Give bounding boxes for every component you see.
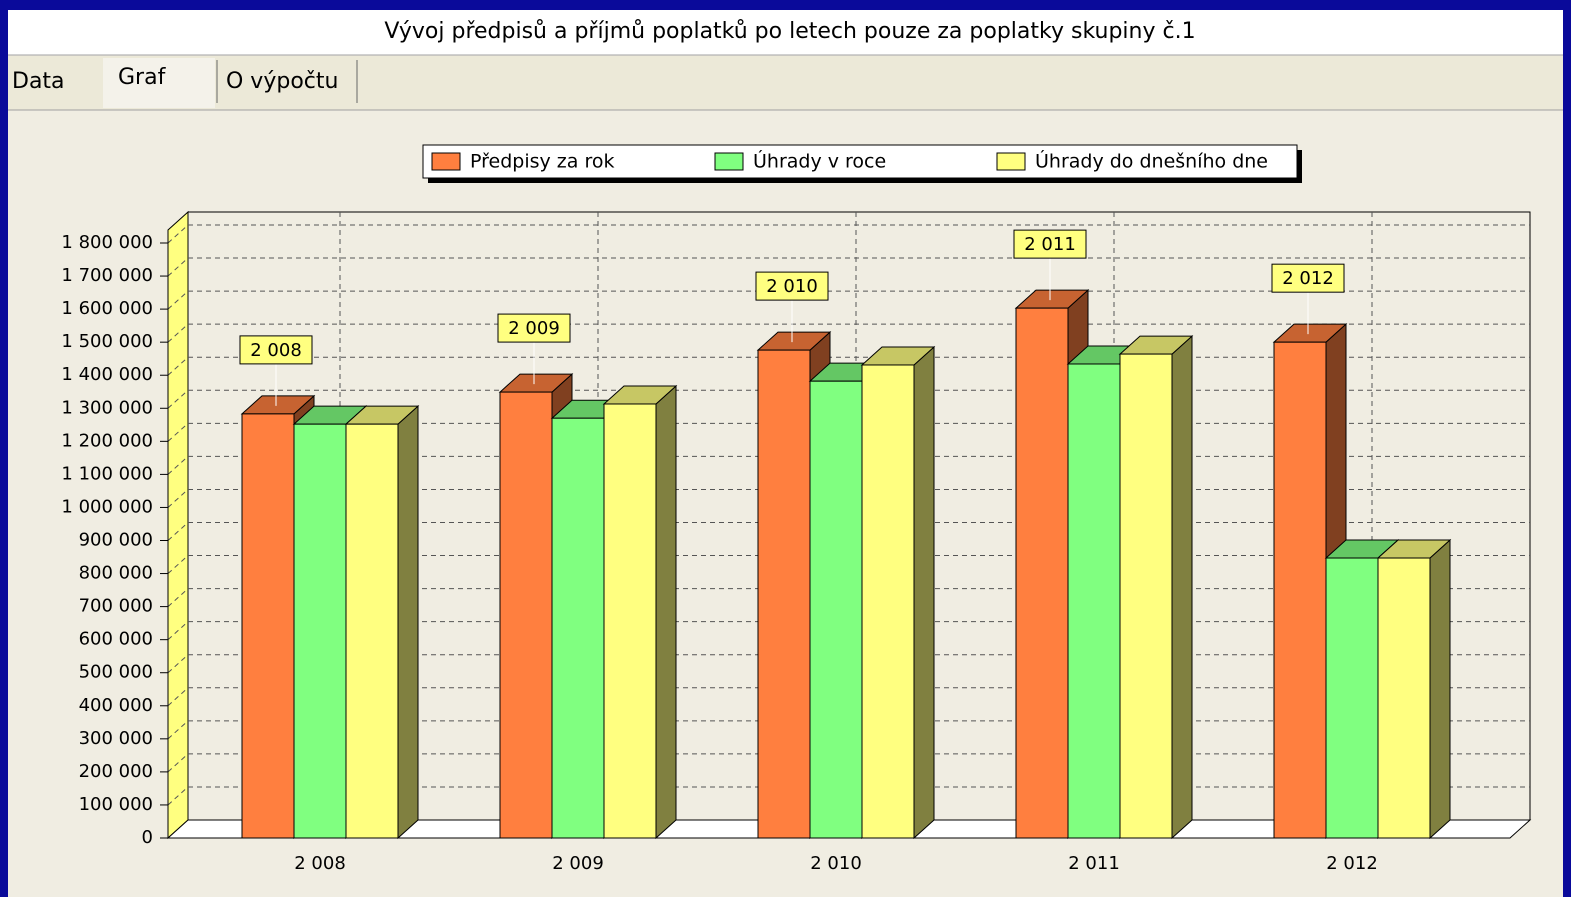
x-tick-label: 2 010 [810, 853, 862, 874]
grid-line [167, 389, 189, 409]
y-tick-label: 200 000 [79, 761, 153, 782]
tab-active[interactable] [103, 58, 215, 108]
bar [293, 423, 347, 839]
bar [1377, 557, 1431, 839]
x-tick-label: 2 012 [1326, 853, 1378, 874]
annotation: 2 012 [1282, 268, 1334, 289]
y-tick-label: 600 000 [79, 629, 153, 650]
bar [1325, 557, 1379, 839]
annotation-box [497, 313, 571, 343]
grid-line [167, 687, 189, 707]
bar-side [1171, 334, 1193, 840]
y-tick-label: 500 000 [79, 662, 153, 683]
bar [345, 423, 399, 839]
grid-line [167, 555, 189, 574]
bar [1015, 307, 1069, 839]
grid-line [167, 588, 189, 607]
annotation-box [239, 335, 313, 365]
y-tick-label: 1 500 000 [61, 331, 153, 352]
y-tick-label: 300 000 [79, 728, 153, 749]
y-tick-label: 900 000 [79, 530, 153, 551]
annotation: 2 009 [508, 318, 560, 339]
window-title: Vývoj předpisů a příjmů poplatků po lete… [384, 19, 1195, 44]
legend-label: Úhrady v roce [753, 149, 886, 173]
y-tick-label: 700 000 [79, 596, 153, 617]
y-tick-label: 0 [142, 827, 153, 848]
bar [1273, 341, 1327, 839]
y-tick-label: 1 400 000 [61, 364, 153, 385]
bar [861, 364, 915, 839]
bar [551, 417, 605, 839]
y-tick-label: 1 600 000 [61, 298, 153, 319]
plot: 0 100 000 200 000 300 000 400 000 500 000 600 … [61, 212, 1530, 874]
tab-bar [8, 56, 1563, 110]
annotation-box [755, 271, 829, 301]
x-tick-label: 2 011 [1068, 853, 1120, 874]
grid-line [167, 489, 189, 508]
annotation: 2 010 [766, 276, 818, 297]
grid-line [167, 323, 189, 343]
legend-swatch [431, 152, 461, 171]
annotation: 2 008 [250, 340, 302, 361]
y-tick-label: 1 200 000 [61, 430, 153, 451]
bar-side [655, 384, 677, 840]
bar-side [397, 405, 419, 840]
annotation-box [1271, 263, 1345, 293]
y-tick-label: 1 100 000 [61, 463, 153, 484]
annotation-box [1013, 229, 1087, 259]
tab-label[interactable]: Graf [118, 65, 167, 90]
legend-swatch [714, 152, 744, 171]
grid-line [167, 720, 189, 740]
bar [1119, 353, 1173, 839]
grid-line [167, 522, 189, 541]
bar [809, 380, 863, 839]
y-tick-label: 1 700 000 [61, 265, 153, 286]
grid-line [167, 356, 189, 376]
y-tick-label: 400 000 [79, 695, 153, 716]
y-tick-label: 800 000 [79, 563, 153, 584]
y-tick-label: 1 300 000 [61, 397, 153, 418]
tab-label[interactable]: Data [12, 69, 65, 94]
grid-line [167, 224, 189, 244]
x-tick-label: 2 008 [294, 853, 346, 874]
y-tick-label: 100 000 [79, 794, 153, 815]
y-tick-label: 1 800 000 [61, 232, 153, 253]
grid-line [167, 257, 189, 277]
legend [422, 144, 1298, 179]
annotation: 2 011 [1024, 234, 1076, 255]
x-tick-label: 2 009 [552, 853, 604, 874]
y-tick-label: 1 000 000 [61, 496, 153, 517]
tab-label[interactable]: O výpočtu [226, 69, 338, 94]
legend-label: Předpisy za rok [470, 151, 614, 173]
legend-label: Úhrady do dnešního dne [1035, 149, 1268, 173]
bar-side [913, 345, 935, 840]
grid-line [167, 786, 189, 806]
grid-line [167, 422, 189, 442]
grid-line [167, 456, 189, 475]
bar [499, 391, 553, 839]
bar [241, 413, 295, 839]
grid-line [167, 621, 189, 641]
tab[interactable]: Data [12, 69, 65, 94]
grid-line [167, 290, 189, 310]
bar-side [1429, 538, 1451, 840]
bar [757, 349, 811, 839]
grid-line [167, 753, 189, 773]
title-bar [8, 10, 1563, 55]
legend-swatch [996, 152, 1026, 171]
bar [603, 403, 657, 839]
grid-line [167, 654, 189, 674]
bar [1067, 363, 1121, 839]
